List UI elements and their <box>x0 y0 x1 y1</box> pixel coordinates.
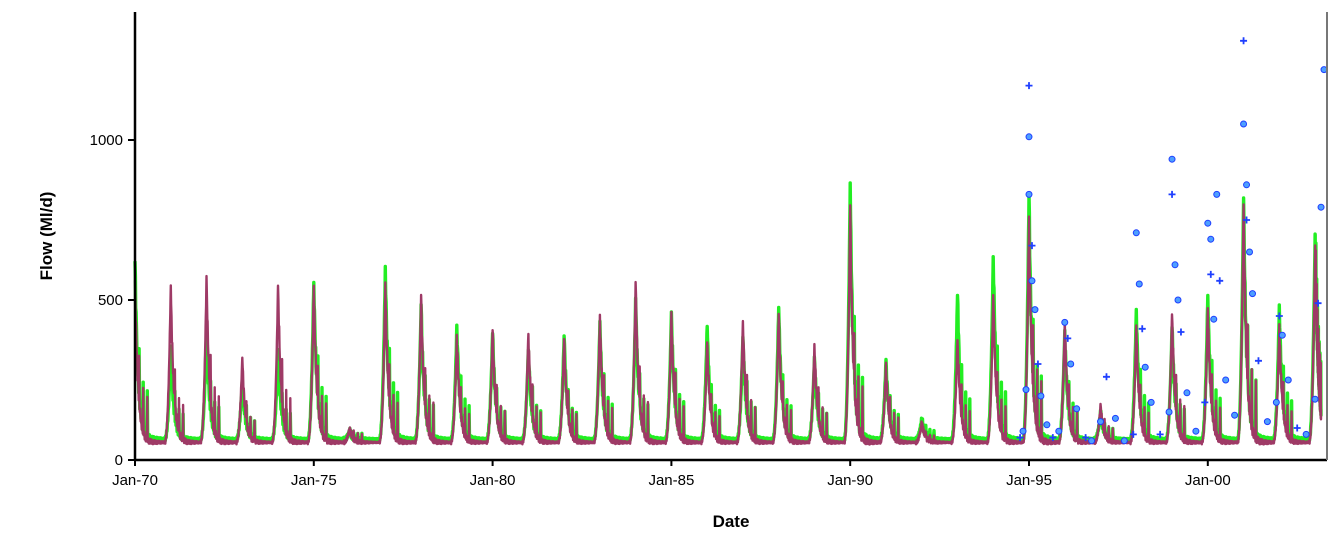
series-layer <box>133 37 1328 446</box>
observed-point <box>1132 229 1140 237</box>
observed-point <box>1088 437 1096 445</box>
y-tick-label: 0 <box>115 452 123 469</box>
y-axis-title: Flow (Ml/d) <box>37 192 56 281</box>
observed-point <box>1082 434 1090 442</box>
observed-point <box>1254 357 1262 365</box>
observed-point <box>1025 190 1033 198</box>
observed-point <box>1240 120 1248 128</box>
observed-point <box>1016 434 1024 442</box>
observed-point <box>1293 424 1301 432</box>
observed-point <box>1028 242 1036 250</box>
tick-layer: 0 500 1000 Jan-70 Jan-75 Jan-80 Jan-85 Jan-90 Ja… <box>90 132 1231 489</box>
observed-point <box>1019 427 1027 435</box>
axes-layer <box>133 12 1328 462</box>
observed-point <box>1147 398 1155 406</box>
observed-point <box>1275 312 1283 320</box>
observed-point <box>1311 395 1319 403</box>
observed-point <box>1165 408 1173 416</box>
observed-point <box>1025 82 1033 90</box>
observed-point <box>1031 306 1039 314</box>
observed-point <box>1171 261 1179 269</box>
observed-point <box>1263 418 1271 426</box>
observed-point <box>1111 414 1119 422</box>
observed-point <box>1213 190 1221 198</box>
observed-point <box>1207 235 1215 243</box>
observed-point <box>1249 290 1256 298</box>
observed-point <box>1138 325 1146 333</box>
observed-point <box>1055 427 1063 435</box>
observed-point <box>1025 133 1033 141</box>
observed-point <box>1168 190 1176 198</box>
x-tick-label: Jan-70 <box>112 472 158 489</box>
x-tick-label: Jan-90 <box>827 472 873 489</box>
x-tick-label: Jan-85 <box>648 472 694 489</box>
observed-point <box>1302 430 1310 438</box>
observed-point <box>1168 155 1176 163</box>
observed-point <box>1034 360 1042 368</box>
x-axis-title: Date <box>713 512 750 531</box>
observed-point <box>1043 421 1051 429</box>
series-line-simulated <box>133 203 1323 446</box>
observed-point <box>1207 270 1215 278</box>
observed-point <box>1177 328 1185 336</box>
observed-point <box>1192 427 1200 435</box>
observed-point <box>1284 376 1292 384</box>
observed-point <box>1317 203 1325 211</box>
observed-point <box>1135 280 1143 288</box>
observed-point <box>1061 318 1069 326</box>
observed-point <box>1120 437 1128 445</box>
observed-point <box>1278 331 1286 339</box>
x-tick-label: Jan-95 <box>1006 472 1052 489</box>
observed-point <box>1037 392 1045 400</box>
x-tick-label: Jan-75 <box>291 472 337 489</box>
observed-point <box>1210 315 1218 323</box>
observed-point <box>1174 296 1182 304</box>
observed-point <box>1156 430 1164 438</box>
observed-point <box>1222 376 1230 384</box>
observed-point <box>1231 411 1239 419</box>
observed-point <box>1097 418 1105 426</box>
observed-point <box>1102 373 1110 381</box>
x-tick-label: Jan-80 <box>470 472 516 489</box>
observed-point <box>1201 398 1209 406</box>
observed-point <box>1067 360 1075 368</box>
y-tick-label: 1000 <box>90 132 123 149</box>
observed-point <box>1141 363 1149 371</box>
observed-point <box>1240 37 1248 45</box>
observed-point <box>1272 398 1280 406</box>
observed-point <box>1183 389 1191 397</box>
observed-point <box>1073 405 1081 413</box>
observed-point <box>1049 434 1057 442</box>
observed-point <box>1064 334 1072 342</box>
observed-point <box>1314 299 1322 307</box>
observed-point <box>1028 277 1036 285</box>
observed-point <box>1243 216 1251 224</box>
observed-point <box>1246 248 1254 256</box>
observed-point <box>1204 219 1212 227</box>
observed-point <box>1129 430 1137 438</box>
observed-point <box>1243 181 1251 189</box>
y-tick-label: 500 <box>98 292 123 309</box>
observed-point <box>1216 277 1224 285</box>
x-tick-label: Jan-00 <box>1185 472 1231 489</box>
observed-point <box>1022 386 1030 394</box>
